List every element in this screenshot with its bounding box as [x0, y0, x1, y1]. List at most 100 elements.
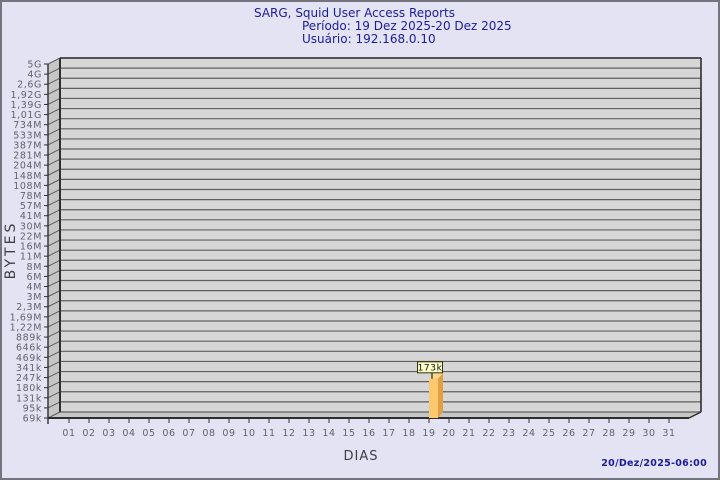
x-tick-label: 19: [422, 428, 435, 439]
y-tick-label: 108M: [13, 181, 42, 192]
bar-value-box: [417, 361, 443, 374]
x-tick-label: 17: [382, 428, 395, 439]
x-tick-label: 03: [102, 428, 115, 439]
y-tick-label: 148M: [13, 171, 42, 182]
x-axis-title: DIAS: [344, 449, 379, 464]
plot-area: [60, 58, 701, 412]
x-tick-label: 28: [602, 428, 615, 439]
wall-slant-line: [47, 401, 61, 409]
wall-slant-line: [47, 381, 61, 389]
wall-slant-line: [47, 259, 61, 267]
y-tick-label: 1,39G: [10, 100, 42, 111]
floor-right-slant: [688, 411, 702, 419]
y-tick-label: 16M: [20, 242, 42, 253]
y-tick-label: 30M: [20, 221, 42, 232]
y-tick-label: 1,22M: [10, 322, 42, 333]
wall-slant-line: [47, 269, 61, 277]
y-tick-label: 4G: [27, 70, 42, 81]
wall-slant-line: [47, 340, 61, 348]
x-tick-label: 07: [182, 428, 195, 439]
wall-slant-line: [47, 178, 61, 186]
x-tick-label: 02: [82, 428, 95, 439]
y-tick-label: 4M: [27, 282, 42, 293]
wall-slant-line: [47, 77, 61, 85]
x-tick-label: 08: [202, 428, 215, 439]
x-tick-label: 16: [362, 428, 375, 439]
x-tick-label: 29: [622, 428, 635, 439]
chart-title: SARG, Squid User Access Reports: [254, 6, 456, 20]
y-tick-label: 6M: [27, 272, 42, 283]
y-tick-label: 8M: [27, 262, 42, 273]
y-tick-label: 57M: [20, 201, 42, 212]
y-tick-label: 1,69M: [10, 312, 42, 323]
wall-slant-line: [47, 138, 61, 146]
x-tick-label: 24: [522, 428, 535, 439]
wall-slant-line: [47, 67, 61, 75]
y-tick-label: 95k: [23, 403, 42, 414]
wall-slant-line: [47, 98, 61, 105]
wall-slant-line: [47, 360, 61, 368]
wall-slant-line: [47, 229, 61, 237]
wall-slant-line: [47, 300, 61, 308]
wall-slant-line: [47, 350, 61, 358]
bar-side: [438, 372, 443, 418]
y-tick-label: 646k: [16, 343, 42, 354]
y-axis-title: BYTES: [3, 221, 19, 280]
wall-slant-line: [47, 209, 61, 217]
x-tick-label: 04: [122, 428, 135, 439]
x-tick-label: 18: [402, 428, 415, 439]
y-tick-label: 533M: [13, 130, 42, 141]
wall-slant-line: [47, 108, 61, 116]
y-tick-label: 131k: [16, 393, 42, 404]
x-tick-label: 22: [482, 428, 495, 439]
y-tick-label: 180k: [16, 383, 42, 394]
x-tick-label: 25: [542, 428, 555, 439]
bar-front: [429, 378, 438, 418]
x-tick-label: 21: [462, 428, 475, 439]
x-tick-label: 11: [262, 428, 275, 439]
x-tick-label: 05: [142, 428, 155, 439]
y-tick-label: 341k: [16, 363, 42, 374]
y-tick-label: 78M: [20, 191, 42, 202]
wall-slant-line: [47, 219, 61, 227]
x-tick-label: 01: [62, 428, 75, 439]
wall-slant-line: [47, 189, 61, 196]
y-tick-label: 11M: [20, 252, 42, 263]
chart-user: Usuário: 192.168.0.10: [302, 32, 436, 46]
wall-slant-line: [47, 168, 61, 176]
x-tick-label: 26: [562, 428, 575, 439]
y-tick-label: 469k: [16, 353, 42, 364]
y-tick-label: 387M: [13, 140, 42, 151]
x-tick-label: 31: [662, 428, 675, 439]
x-tick-label: 23: [502, 428, 515, 439]
wall-slant-line: [47, 57, 61, 65]
y-tick-label: 22M: [20, 231, 42, 242]
wall-slant-line: [47, 330, 61, 338]
y-tick-label: 5G: [27, 60, 42, 71]
bar-value-label: 173k: [418, 363, 443, 373]
y-tick-label: 281M: [13, 151, 42, 162]
x-tick-label: 09: [222, 428, 235, 439]
y-tick-label: 204M: [13, 161, 42, 172]
x-tick-label: 12: [282, 428, 295, 439]
y-tick-label: 2,3M: [16, 302, 42, 313]
wall-slant-line: [47, 87, 61, 95]
y-tick-label: 3M: [27, 292, 42, 303]
x-tick-label: 20: [442, 428, 455, 439]
chart-period: Período: 19 Dez 2025-20 Dez 2025: [302, 19, 512, 33]
wall-slant-line: [47, 199, 61, 207]
wall-slant-line: [47, 239, 61, 247]
y-tick-label: 41M: [20, 211, 42, 222]
x-tick-label: 15: [342, 428, 355, 439]
y-tick-label: 734M: [13, 120, 42, 131]
y-tick-label: 889k: [16, 333, 42, 344]
left-wall: [48, 58, 60, 418]
x-tick-label: 27: [582, 428, 595, 439]
report-timestamp: 20/Dez/2025-06:00: [601, 458, 707, 469]
wall-slant-line: [47, 280, 61, 287]
x-tick-label: 13: [302, 428, 315, 439]
wall-slant-line: [47, 148, 61, 156]
y-tick-label: 69k: [23, 414, 42, 425]
